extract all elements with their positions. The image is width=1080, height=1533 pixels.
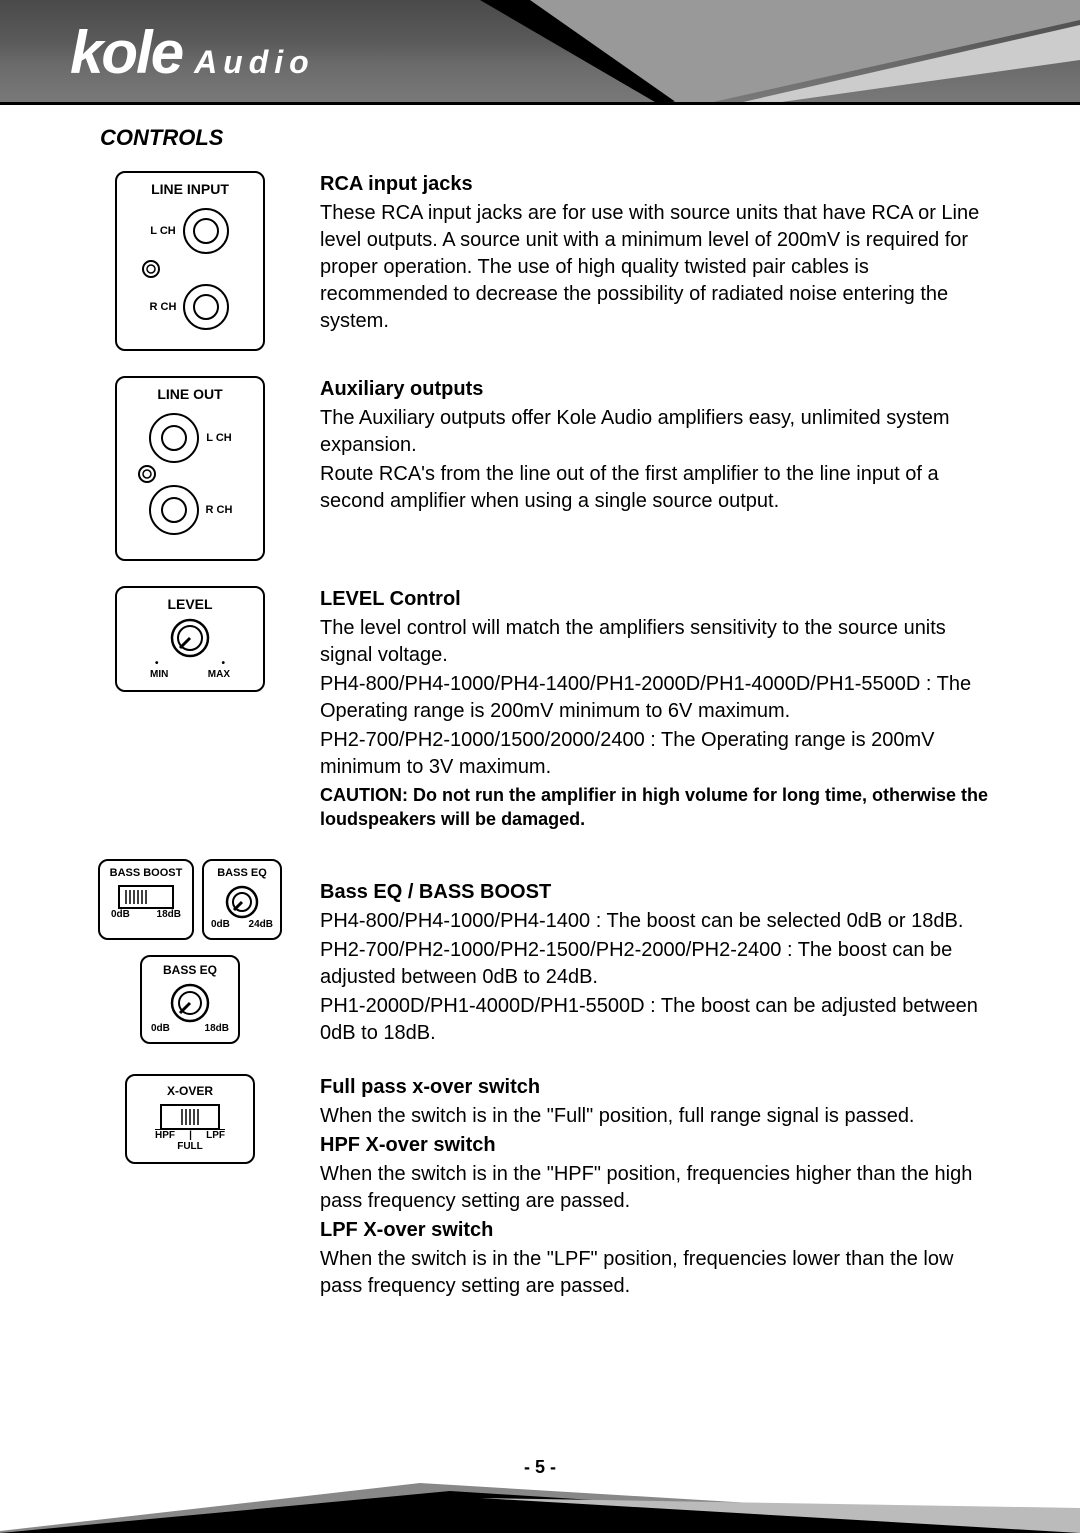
rca-jack-icon [182,207,230,255]
rca-jack-icon [182,283,230,331]
text-xover: Full pass x-over switch When the switch … [320,1074,990,1302]
level-body2: PH4-800/PH4-1000/PH4-1400/PH1-2000D/PH1-… [320,671,990,725]
bass-boost-title: BASS BOOST [110,867,183,879]
xover-full: FULL [177,1141,203,1152]
slider-icon [160,1104,220,1130]
screw-icon [137,464,157,484]
aux-body2: Route RCA's from the line out of the fir… [320,461,990,515]
diagram-xover: X-OVER HPF | LPF FULL [90,1074,290,1164]
diagram-line-input: LINE INPUT L CH R CH [90,171,290,351]
rca-jack-icon [148,412,200,464]
xover-full-body: When the switch is in the "Full" positio… [320,1103,990,1130]
xover-hpf: HPF [155,1130,175,1141]
line-out-title: LINE OUT [157,386,222,402]
row-rca: LINE INPUT L CH R CH RCA input jacks The… [90,171,990,351]
xover-lpf-heading: LPF X-over switch [320,1217,990,1244]
beq-low: 0dB [211,919,230,930]
rca-heading: RCA input jacks [320,171,990,198]
section-title: CONTROLS [100,125,1080,151]
slider-icon [118,885,174,909]
beq-high: 24dB [249,919,273,930]
xover-title: X-OVER [167,1084,213,1098]
diagram-level: LEVEL •• MINMAX [90,586,290,692]
brand-sub: Audio [194,44,315,81]
level-max: MAX [208,669,230,680]
brand-main: kole [70,18,182,87]
brand-logo: kole Audio [70,18,315,87]
knob-icon [225,885,259,919]
bass-body1: PH4-800/PH4-1000/PH4-1400 : The boost ca… [320,908,990,935]
beq2-low: 0dB [151,1023,170,1034]
xover-lpf: LPF [206,1130,225,1141]
rca-body: These RCA input jacks are for use with s… [320,200,990,335]
text-level: LEVEL Control The level control will mat… [320,586,990,834]
knob-icon [170,618,210,658]
xover-lpf-body: When the switch is in the "LPF" position… [320,1246,990,1300]
bb-low: 0dB [111,909,130,920]
level-heading: LEVEL Control [320,586,990,613]
row-level: LEVEL •• MINMAX LEVEL Control The level … [90,586,990,834]
rca-jack-icon [148,484,200,536]
line-input-title: LINE INPUT [151,181,229,197]
header-wedge-graphic [480,0,1080,105]
text-rca: RCA input jacks These RCA input jacks ar… [320,171,990,337]
xover-hpf-heading: HPF X-over switch [320,1132,990,1159]
screw-icon [141,259,161,279]
aux-body1: The Auxiliary outputs offer Kole Audio a… [320,405,990,459]
bass-heading: Bass EQ / BASS BOOST [320,879,990,906]
bass-eq-top-title: BASS EQ [217,867,267,879]
text-bass: Bass EQ / BASS BOOST PH4-800/PH4-1000/PH… [320,859,990,1049]
level-body3: PH2-700/PH2-1000/1500/2000/2400 : The Op… [320,727,990,781]
beq2-high: 18dB [205,1023,229,1034]
diagram-line-out: LINE OUT L CH R CH [90,376,290,561]
bass-body2: PH2-700/PH2-1000/PH2-1500/PH2-2000/PH2-2… [320,937,990,991]
aux-heading: Auxiliary outputs [320,376,990,403]
xover-full-heading: Full pass x-over switch [320,1074,990,1101]
knob-icon [170,983,210,1023]
content-area: LINE INPUT L CH R CH RCA input jacks The… [0,171,1080,1302]
rch-label: R CH [150,301,177,313]
page-number: - 5 - [0,1457,1080,1478]
diagram-bass: BASS BOOST 0dB 18dB BASS EQ 0dB 24dB BASS … [90,859,290,1044]
row-aux: LINE OUT L CH R CH Auxiliary outputs The… [90,376,990,561]
level-body1: The level control will match the amplifi… [320,615,990,669]
level-min: MIN [150,669,168,680]
lch-label: L CH [206,432,231,444]
row-bass: BASS BOOST 0dB 18dB BASS EQ 0dB 24dB BASS … [90,859,990,1049]
row-xover: X-OVER HPF | LPF FULL Full pass x-over s… [90,1074,990,1302]
level-caution: CAUTION: Do not run the amplifier in hig… [320,783,990,832]
bass-body3: PH1-2000D/PH1-4000D/PH1-5500D : The boos… [320,993,990,1047]
bass-eq-bot-title: BASS EQ [163,963,217,977]
bb-high: 18dB [157,909,181,920]
lch-label: L CH [150,225,175,237]
rch-label: R CH [206,504,233,516]
xover-hpf-body: When the switch is in the "HPF" position… [320,1161,990,1215]
text-aux: Auxiliary outputs The Auxiliary outputs … [320,376,990,517]
header-band: kole Audio [0,0,1080,105]
level-title: LEVEL [167,596,212,612]
